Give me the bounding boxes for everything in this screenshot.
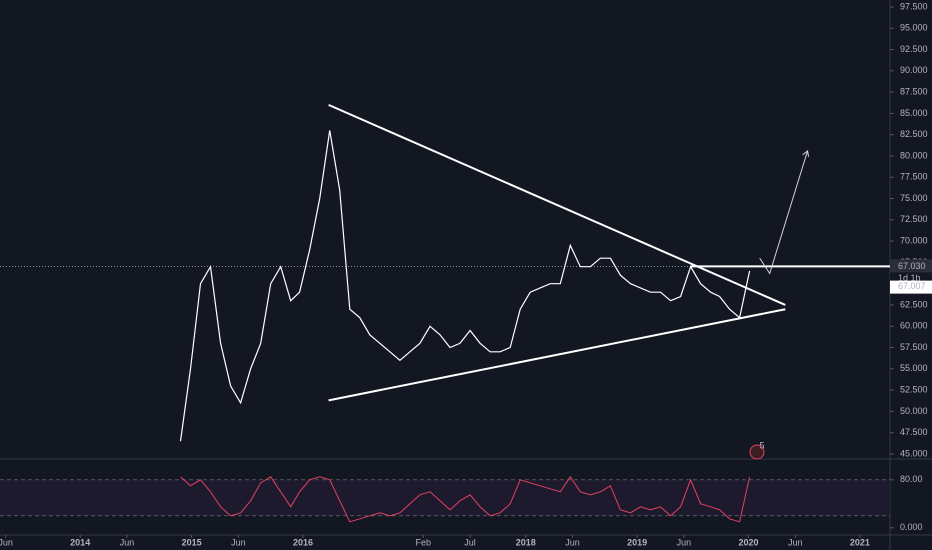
- y-tick-label: 70.000: [900, 235, 928, 245]
- bid-tag: [890, 280, 932, 294]
- y-tick-label: 72.500: [900, 214, 928, 224]
- x-tick-label: 2021: [850, 537, 870, 547]
- x-tick-label: Jul: [464, 537, 476, 547]
- y-tick-label: 95.000: [900, 23, 928, 33]
- y-tick-label: 55.000: [900, 363, 928, 373]
- y-tick-label: 90.000: [900, 65, 928, 75]
- bid-label: 67.007: [898, 281, 926, 291]
- x-tick-label: 2015: [182, 537, 202, 547]
- y-tick-label: 62.500: [900, 299, 928, 309]
- x-tick-label: 2016: [293, 537, 313, 547]
- x-tick-label: Jun: [565, 537, 580, 547]
- x-tick-label: Jun: [0, 537, 13, 547]
- y-tick-label: 52.500: [900, 384, 928, 394]
- trendline: [328, 103, 786, 306]
- last-price-tag: [890, 259, 932, 274]
- rsi-band: [0, 479, 890, 516]
- y-tick-label: 97.500: [900, 1, 928, 11]
- y-tick-label: 50.000: [900, 406, 928, 416]
- y-tick-label: 82.500: [900, 129, 928, 139]
- price-line: [180, 475, 751, 523]
- x-tick-label: 2014: [70, 537, 90, 547]
- y-tick-label: 80.000: [900, 150, 928, 160]
- x-tick-label: Jun: [120, 537, 135, 547]
- y-tick-label: 87.500: [900, 86, 928, 96]
- y-tick-label: 75.000: [900, 193, 928, 203]
- y-tick-label: 47.500: [900, 427, 928, 437]
- y-tick-label: 60.000: [900, 321, 928, 331]
- y-tick-label: 0.000: [900, 522, 923, 532]
- x-tick-label: Jun: [788, 537, 803, 547]
- trendline: [328, 308, 786, 402]
- event-badge: [749, 444, 765, 460]
- x-tick-label: Jun: [677, 537, 692, 547]
- y-tick-label: 80.00: [900, 474, 923, 484]
- x-tick-label: Feb: [416, 537, 432, 547]
- last-price-label: 67.030: [898, 261, 926, 271]
- x-tick-label: 2019: [627, 537, 647, 547]
- arrow-head: [802, 149, 810, 157]
- price-line: [179, 130, 751, 442]
- y-tick-label: 57.500: [900, 342, 928, 352]
- countdown-label: 1d 1h: [898, 273, 921, 283]
- y-tick-label: 92.500: [900, 44, 928, 54]
- y-tick-label: 85.000: [900, 108, 928, 118]
- x-tick-label: 2020: [739, 537, 759, 547]
- event-badge-label: 5: [759, 440, 764, 450]
- x-tick-label: 2018: [516, 537, 536, 547]
- forecast-arrow: [759, 150, 809, 275]
- y-tick-label: 77.500: [900, 172, 928, 182]
- x-tick-label: Jun: [231, 537, 246, 547]
- y-tick-label: 45.000: [900, 448, 928, 458]
